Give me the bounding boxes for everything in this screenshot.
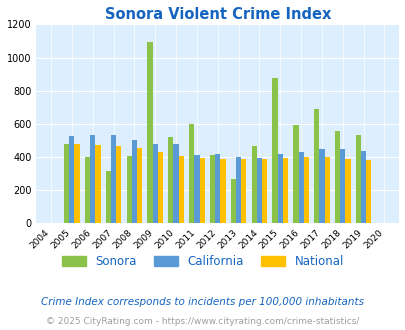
Bar [251,146,256,223]
Bar [334,131,339,223]
Bar [303,157,308,223]
Bar [95,145,100,223]
Bar [168,137,173,223]
Bar [215,153,220,223]
Bar [90,135,95,223]
Bar [136,148,142,223]
Bar [235,157,241,223]
Bar [152,145,158,223]
Bar [345,159,350,223]
Bar [241,159,246,223]
Bar [272,78,277,223]
Bar [261,159,266,223]
Bar [313,109,319,223]
Bar [339,148,345,223]
Bar [85,157,90,223]
Bar [126,156,132,223]
Bar [256,158,261,223]
Bar [132,140,136,223]
Bar [194,155,199,223]
Bar [173,145,178,223]
Bar [355,135,360,223]
Title: Sonora Violent Crime Index: Sonora Violent Crime Index [104,7,330,22]
Bar [199,158,204,223]
Bar [277,153,282,223]
Bar [178,156,183,223]
Bar [298,152,303,223]
Bar [319,148,324,223]
Bar [74,145,79,223]
Bar [230,179,235,223]
Bar [324,157,329,223]
Bar [209,155,215,223]
Bar [147,42,152,223]
Bar [158,152,163,223]
Bar [69,136,74,223]
Legend: Sonora, California, National: Sonora, California, National [57,250,348,273]
Text: Crime Index corresponds to incidents per 100,000 inhabitants: Crime Index corresponds to incidents per… [41,297,364,307]
Bar [189,124,194,223]
Bar [282,158,288,223]
Bar [360,151,365,223]
Bar [64,145,69,223]
Bar [220,158,225,223]
Bar [292,125,298,223]
Bar [105,171,111,223]
Text: © 2025 CityRating.com - https://www.cityrating.com/crime-statistics/: © 2025 CityRating.com - https://www.city… [46,317,359,326]
Bar [116,146,121,223]
Bar [365,160,371,223]
Bar [111,135,116,223]
